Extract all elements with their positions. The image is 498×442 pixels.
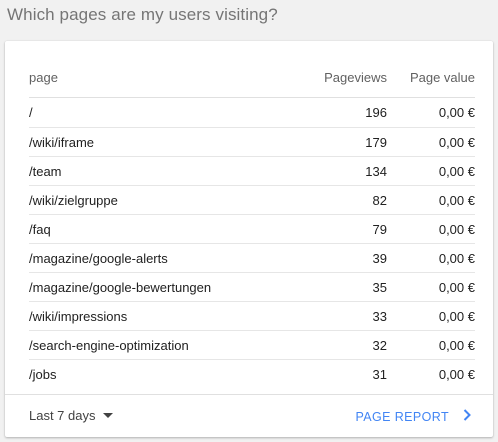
pages-table: page Pageviews Page value / 196 0,00 € /… bbox=[29, 57, 475, 388]
table-header-row: page Pageviews Page value bbox=[29, 57, 475, 98]
page-report-link[interactable]: PAGE REPORT bbox=[355, 409, 471, 424]
row-pageviews: 179 bbox=[277, 127, 387, 157]
row-page: /team bbox=[29, 156, 277, 186]
card-footer: Last 7 days PAGE REPORT bbox=[5, 394, 493, 437]
table-row: /wiki/impressions 33 0,00 € bbox=[29, 301, 475, 331]
row-page: /wiki/zielgruppe bbox=[29, 185, 277, 215]
table-row: /magazine/google-alerts 39 0,00 € bbox=[29, 243, 475, 273]
card-question-title: Which pages are my users visiting? bbox=[7, 5, 278, 24]
row-pageviews: 82 bbox=[277, 185, 387, 215]
row-page: /magazine/google-alerts bbox=[29, 243, 277, 273]
page-report-label: PAGE REPORT bbox=[355, 409, 449, 424]
row-page-value: 0,00 € bbox=[387, 127, 475, 157]
row-pageviews: 79 bbox=[277, 214, 387, 244]
row-page-value: 0,00 € bbox=[387, 272, 475, 302]
table-row: /faq 79 0,00 € bbox=[29, 214, 475, 244]
row-page: /jobs bbox=[29, 366, 57, 382]
row-page-value: 0,00 € bbox=[387, 185, 475, 215]
row-page-value: 0,00 € bbox=[387, 330, 475, 360]
header-pageviews[interactable]: Pageviews bbox=[277, 57, 387, 98]
row-page: /magazine/google-bewertungen bbox=[29, 272, 277, 302]
date-range-label: Last 7 days bbox=[29, 408, 96, 423]
table-row: /magazine/google-bewertungen 35 0,00 € bbox=[29, 272, 475, 302]
header-page[interactable]: page bbox=[29, 57, 277, 98]
row-page-value: 0,00 € bbox=[387, 243, 475, 273]
table-row: /jobs 31 0,00 € bbox=[29, 360, 475, 389]
row-page-value: 0,00 € bbox=[387, 214, 475, 244]
row-page: /wiki/impressions bbox=[29, 301, 277, 331]
date-range-dropdown[interactable]: Last 7 days bbox=[29, 408, 113, 423]
chevron-right-icon bbox=[463, 409, 471, 424]
row-pageviews: 31 bbox=[372, 366, 387, 382]
row-pageviews: 39 bbox=[277, 243, 387, 273]
row-page: /faq bbox=[29, 214, 277, 244]
row-pageviews: 196 bbox=[277, 97, 387, 128]
row-page: / bbox=[29, 97, 277, 128]
table-row: /wiki/zielgruppe 82 0,00 € bbox=[29, 185, 475, 215]
row-page-value: 0,00 € bbox=[387, 301, 475, 331]
row-pageviews: 32 bbox=[277, 330, 387, 360]
table-row: / 196 0,00 € bbox=[29, 97, 475, 128]
row-page-value: 0,00 € bbox=[387, 97, 475, 128]
header-page-value[interactable]: Page value bbox=[387, 57, 475, 98]
row-page-value: 0,00 € bbox=[387, 156, 475, 186]
table-row: /search-engine-optimization 32 0,00 € bbox=[29, 330, 475, 360]
table-row: /wiki/iframe 179 0,00 € bbox=[29, 127, 475, 157]
row-pageviews: 35 bbox=[277, 272, 387, 302]
row-page: /wiki/iframe bbox=[29, 127, 277, 157]
row-pageviews: 33 bbox=[277, 301, 387, 331]
pages-card: page Pageviews Page value / 196 0,00 € /… bbox=[5, 41, 493, 437]
caret-down-icon bbox=[102, 413, 113, 418]
row-page-value: 0,00 € bbox=[438, 366, 475, 382]
row-page: /search-engine-optimization bbox=[29, 330, 277, 360]
table-row: /team 134 0,00 € bbox=[29, 156, 475, 186]
row-pageviews: 134 bbox=[277, 156, 387, 186]
